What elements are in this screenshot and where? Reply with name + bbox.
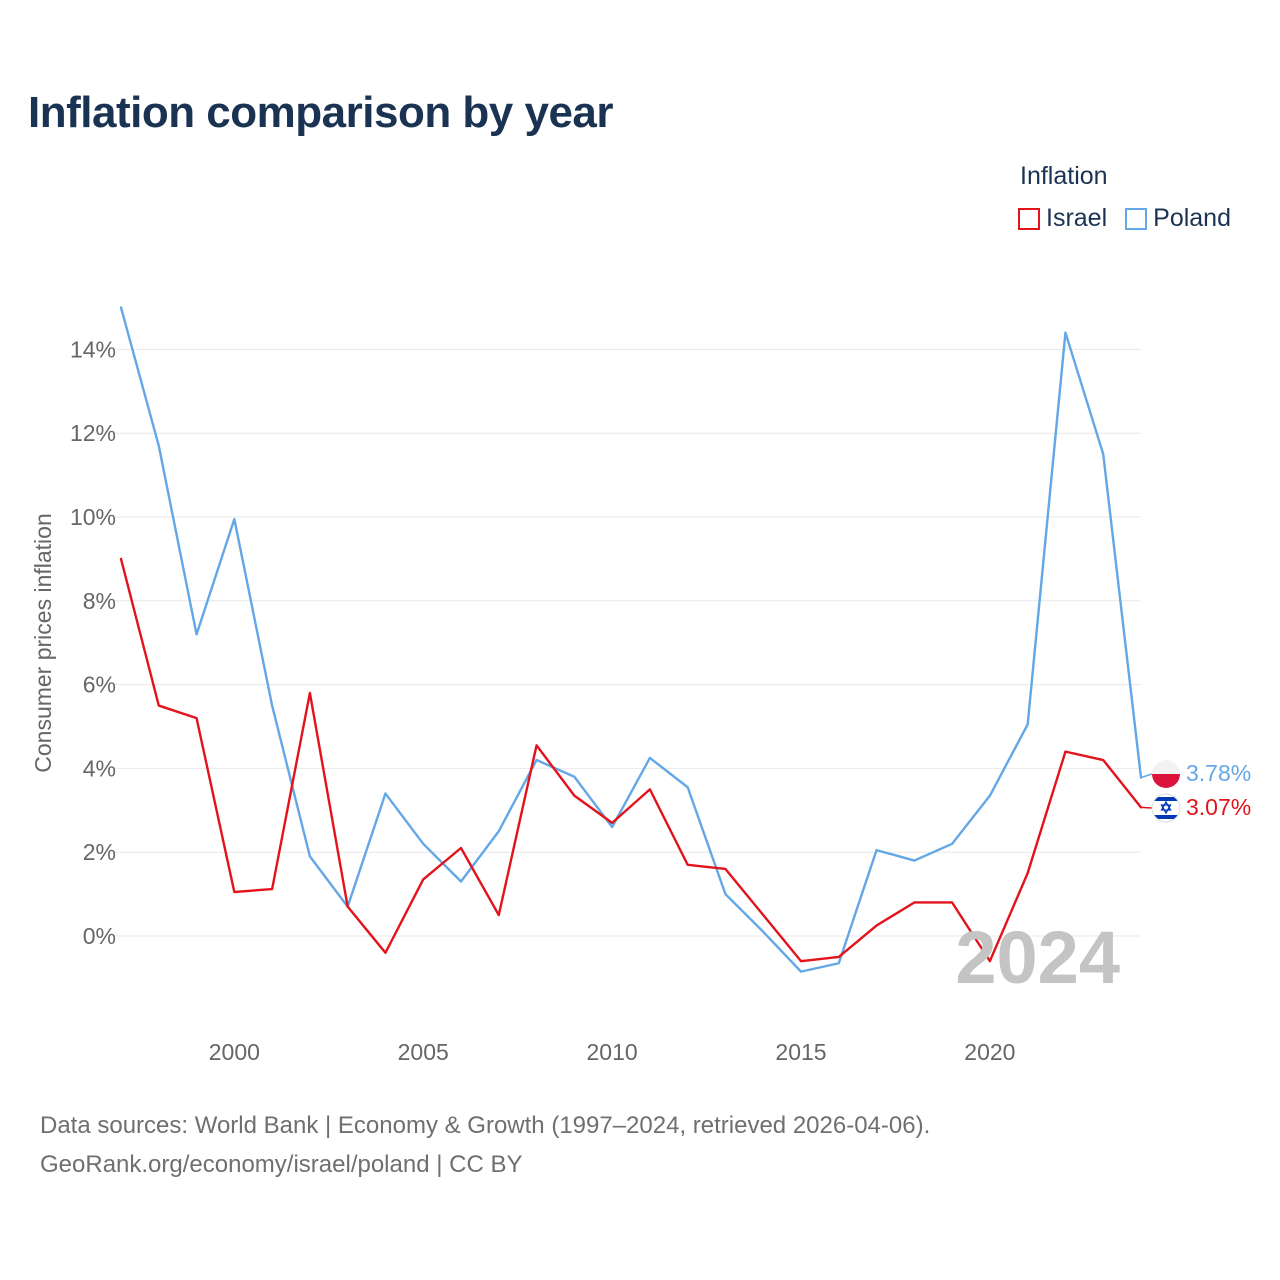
flag-band-white bbox=[1152, 760, 1180, 774]
legend: Israel Poland bbox=[1018, 204, 1231, 233]
y-tick-label: 6% bbox=[83, 672, 116, 698]
legend-item-israel[interactable]: Israel bbox=[1018, 204, 1107, 233]
source-link[interactable]: GeoRank.org/economy/israel/poland | CC B… bbox=[40, 1151, 523, 1178]
x-tick-label: 2005 bbox=[398, 1039, 449, 1065]
line-chart: 0% 2% 4% 6% 8% 10% 12% 14% 2000 2005 2010 2015 2020 C… bbox=[30, 306, 1251, 1065]
page-title: Inflation comparison by year bbox=[28, 88, 614, 137]
end-connector-israel bbox=[1140, 806, 1153, 809]
y-tick-label: 4% bbox=[83, 755, 116, 781]
end-connector-poland bbox=[1140, 773, 1153, 779]
x-tick-label: 2015 bbox=[775, 1039, 826, 1065]
flag-band-red bbox=[1152, 774, 1180, 788]
y-tick-label: 2% bbox=[83, 839, 116, 865]
legend-item-poland[interactable]: Poland bbox=[1125, 204, 1231, 233]
y-tick-label: 0% bbox=[83, 923, 116, 949]
legend-label-israel: Israel bbox=[1046, 204, 1108, 232]
x-tick-label: 2020 bbox=[964, 1039, 1015, 1065]
watermark-year: 2024 bbox=[955, 916, 1120, 999]
flag-stripe-bottom bbox=[1152, 815, 1180, 819]
series-line-poland bbox=[119, 306, 1143, 973]
end-label-israel: 3.07% bbox=[1186, 794, 1251, 820]
legend-title: Inflation bbox=[1020, 162, 1108, 190]
x-tick-label: 2010 bbox=[587, 1039, 638, 1065]
footer: Data sources: World Bank | Economy & Gro… bbox=[40, 1106, 930, 1184]
y-tick-label: 14% bbox=[70, 336, 116, 362]
source-note: Data sources: World Bank | Economy & Gro… bbox=[40, 1112, 931, 1139]
flag-stripe-top bbox=[1152, 797, 1180, 801]
y-axis-label: Consumer prices inflation bbox=[30, 513, 56, 773]
y-tick-label: 10% bbox=[70, 504, 116, 530]
y-tick-label: 12% bbox=[70, 420, 116, 446]
series-line-israel bbox=[119, 557, 1143, 963]
flag-border bbox=[1151, 793, 1181, 823]
y-tick-label: 8% bbox=[83, 588, 116, 614]
star-triangle-up bbox=[1160, 800, 1172, 811]
poland-flag-icon bbox=[1152, 760, 1180, 788]
x-tick-label: 2000 bbox=[209, 1039, 260, 1065]
legend-swatch-israel bbox=[1018, 207, 1040, 230]
end-label-poland: 3.78% bbox=[1186, 760, 1251, 786]
star-triangle-down bbox=[1160, 804, 1172, 815]
israel-flag-icon bbox=[1151, 793, 1181, 823]
legend-swatch-poland bbox=[1125, 207, 1148, 230]
legend-label-poland: Poland bbox=[1153, 204, 1231, 232]
